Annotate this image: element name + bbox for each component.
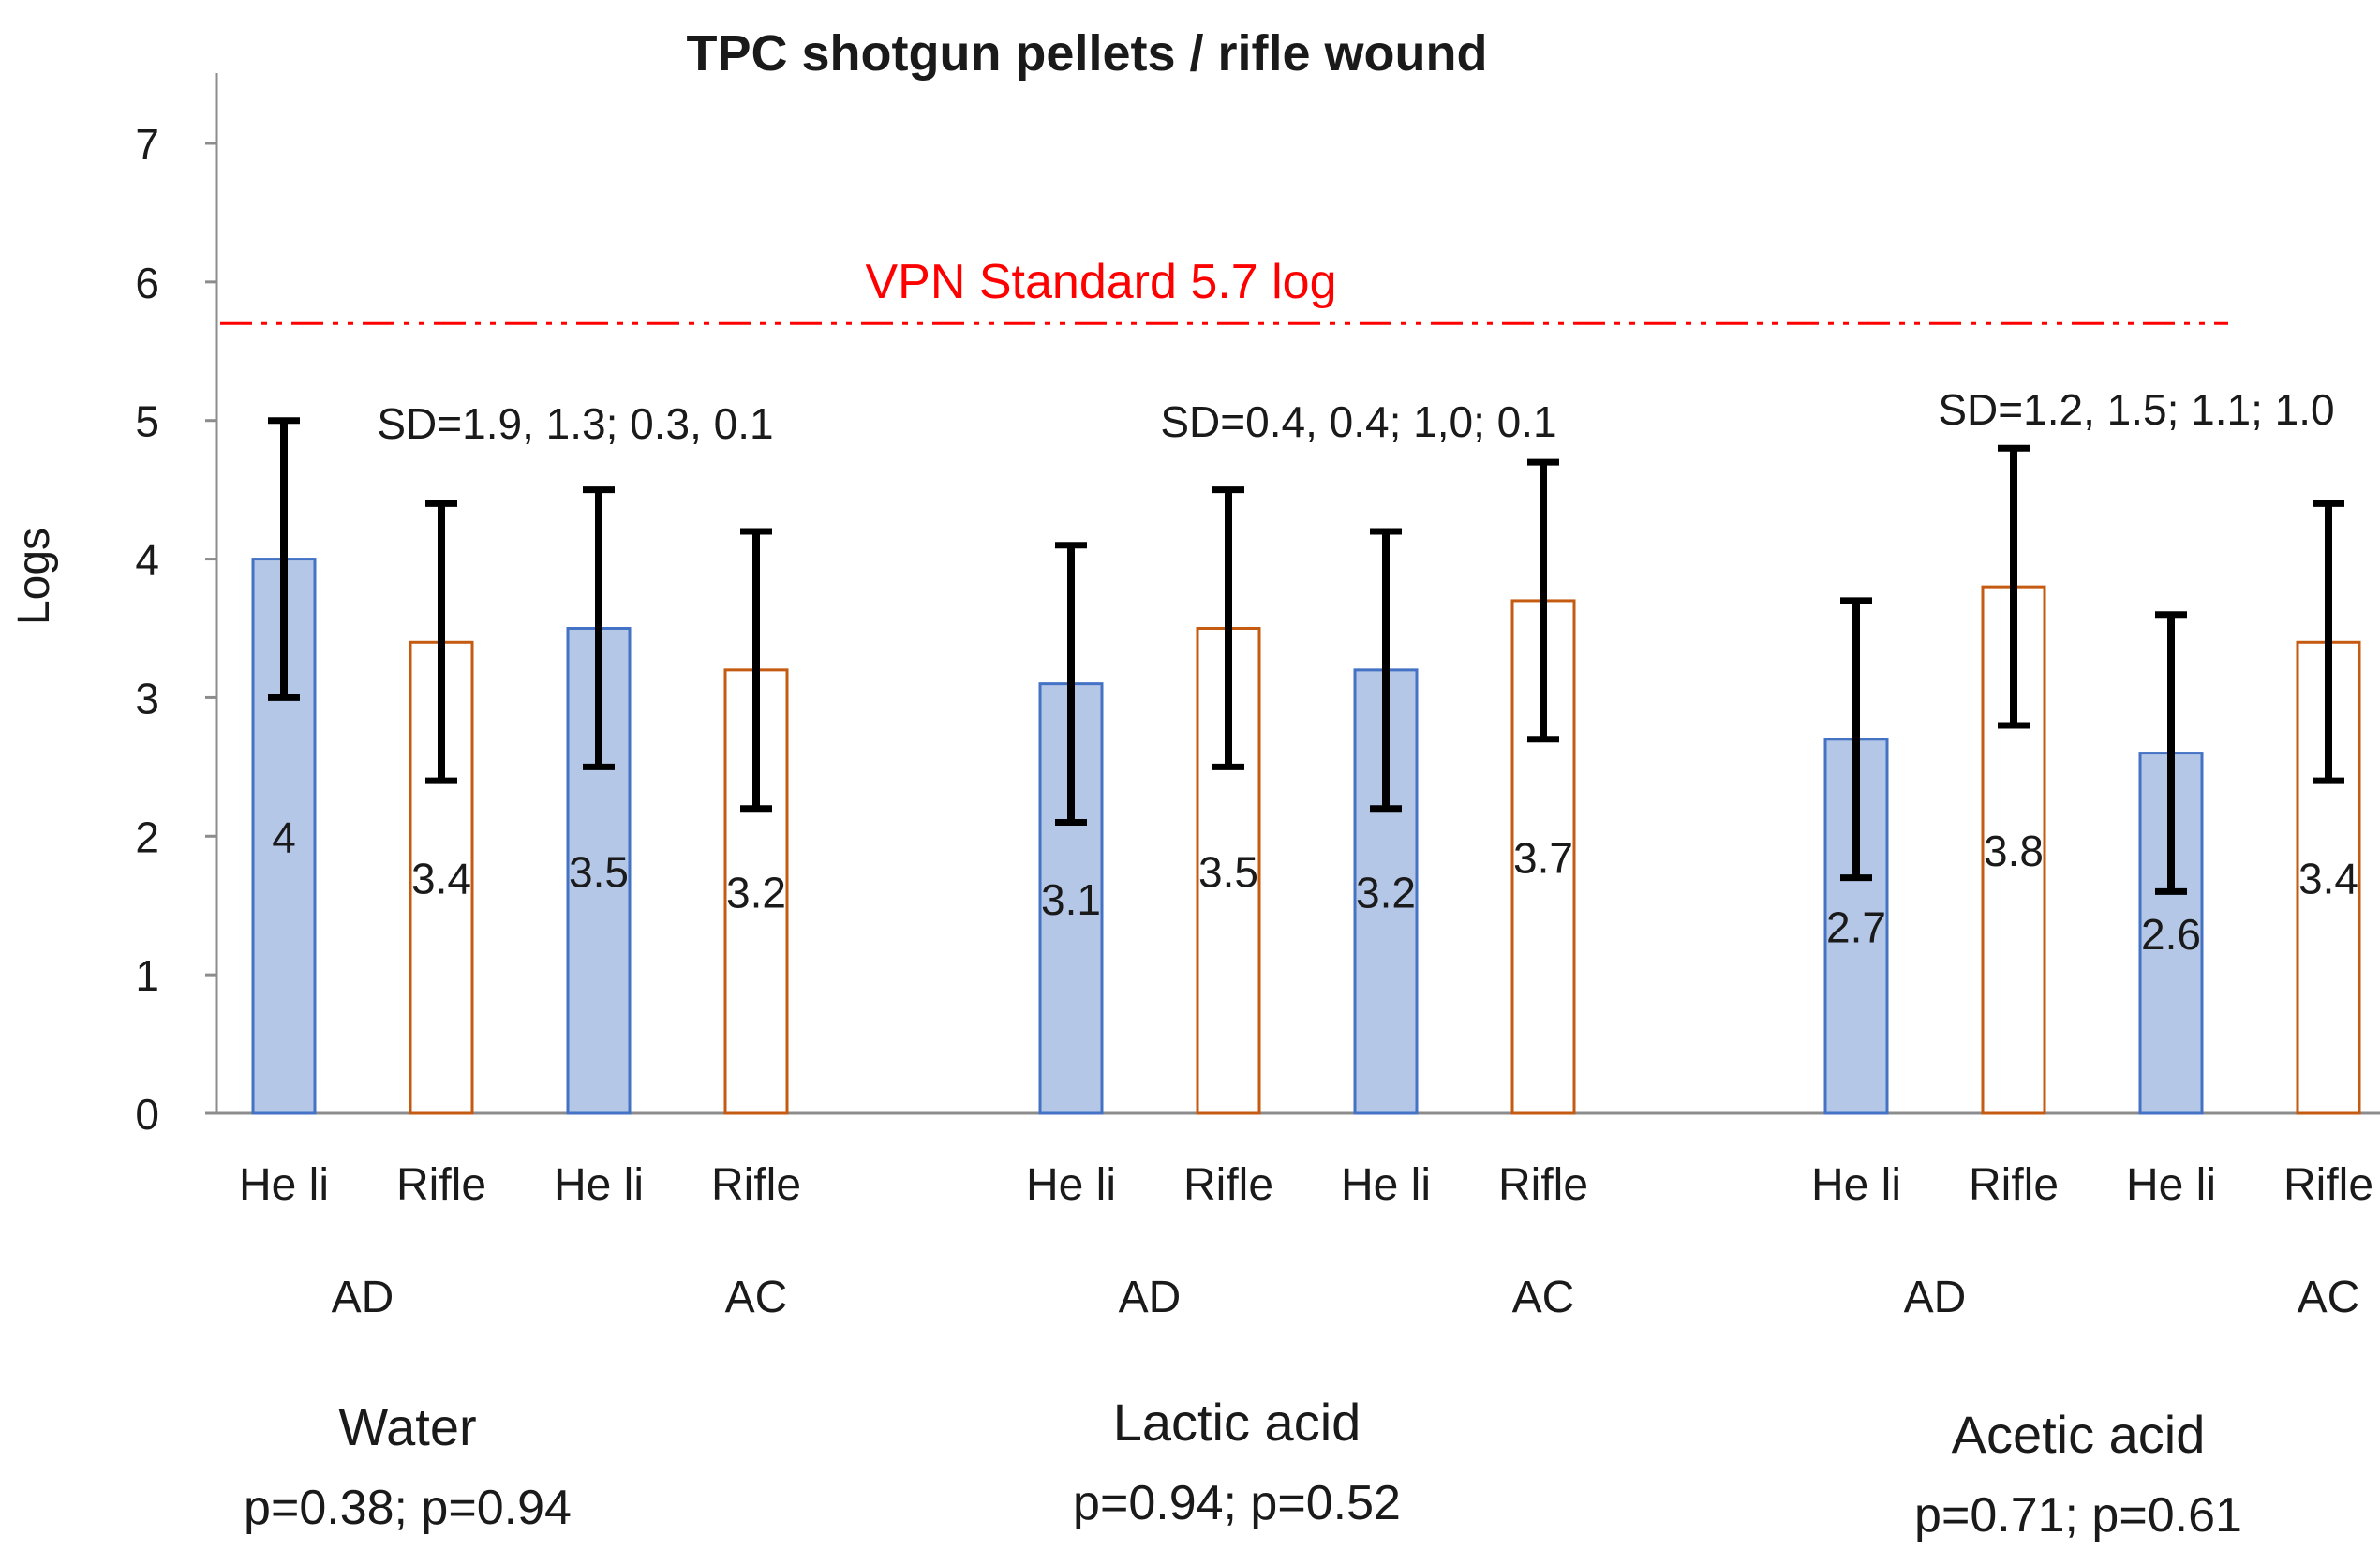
data-label: 3.4 [411, 855, 471, 903]
subgroup-label: AC [2298, 1273, 2360, 1322]
data-label: 3.8 [1984, 827, 2044, 875]
sd-annotation: SD=1.2, 1.5; 1.1; 1.0 [1938, 385, 2334, 434]
y-tick-label: 4 [135, 536, 159, 585]
sd-annotation: SD=0.4, 0.4; 1,0; 0.1 [1160, 397, 1556, 446]
data-label: 3.7 [1513, 833, 1573, 882]
group-name: Lactic acid [1113, 1393, 1361, 1452]
category-label: Rifle [1183, 1160, 1273, 1210]
y-tick-label: 5 [135, 397, 159, 446]
data-label: 2.7 [1826, 902, 1886, 951]
subgroup-label: AD [1904, 1273, 1967, 1322]
y-tick-label: 1 [135, 951, 159, 1000]
category-label: He li [1341, 1160, 1431, 1210]
y-tick-label: 3 [135, 674, 159, 723]
group-name: Acetic acid [1952, 1405, 2206, 1464]
bar-water-3 [566, 627, 632, 1115]
sd-annotation: SD=1.9, 1.3; 0.3, 0.1 [377, 399, 773, 448]
y-tick-label: 0 [135, 1090, 159, 1139]
data-label: 3.2 [726, 868, 786, 917]
category-label: He li [2126, 1160, 2216, 1210]
data-label: 3.4 [2298, 855, 2358, 903]
data-label: 3.1 [1041, 875, 1101, 924]
subgroup-label: AC [725, 1273, 788, 1322]
category-label: He li [239, 1160, 329, 1210]
data-label: 3.5 [569, 847, 629, 896]
group-name: Water [338, 1397, 476, 1456]
category-label: He li [554, 1160, 644, 1210]
vpn-standard-label: VPN Standard 5.7 log [866, 255, 1337, 309]
y-axis-label: Logs [9, 528, 59, 625]
data-label: 3.2 [1356, 868, 1416, 917]
category-label: Rifle [396, 1160, 486, 1210]
chart-title: TPC shotgun pellets / rifle wound [686, 25, 1487, 82]
subgroup-label: AD [332, 1273, 394, 1322]
y-tick-label: 6 [135, 259, 159, 307]
group-pvalues: p=0.71; p=0.61 [1914, 1488, 2242, 1543]
category-label: Rifle [1498, 1160, 1588, 1210]
group-pvalues: p=0.38; p=0.94 [244, 1481, 572, 1535]
y-tick-label: 7 [135, 120, 159, 169]
category-label: He li [1026, 1160, 1116, 1210]
category-label: Rifle [711, 1160, 801, 1210]
y-tick-label: 2 [135, 813, 159, 861]
group-pvalues: p=0.94; p=0.52 [1073, 1476, 1401, 1530]
labels: 4 He li 3.4 Rifle 3.5 He li 3.2 Rifle AD AC SD=1.9… [239, 385, 2373, 1543]
category-label: Rifle [2283, 1160, 2373, 1210]
category-label: Rifle [1969, 1160, 2059, 1210]
subgroup-label: AD [1119, 1273, 1182, 1322]
reference-line-group: VPN Standard 5.7 log [220, 255, 2228, 325]
bars [251, 417, 2361, 1115]
data-label: 2.6 [2141, 910, 2201, 959]
subgroup-label: AC [1512, 1273, 1575, 1322]
data-label: 3.5 [1198, 847, 1258, 896]
category-label: He li [1811, 1160, 1901, 1210]
data-label: 4 [272, 813, 296, 861]
